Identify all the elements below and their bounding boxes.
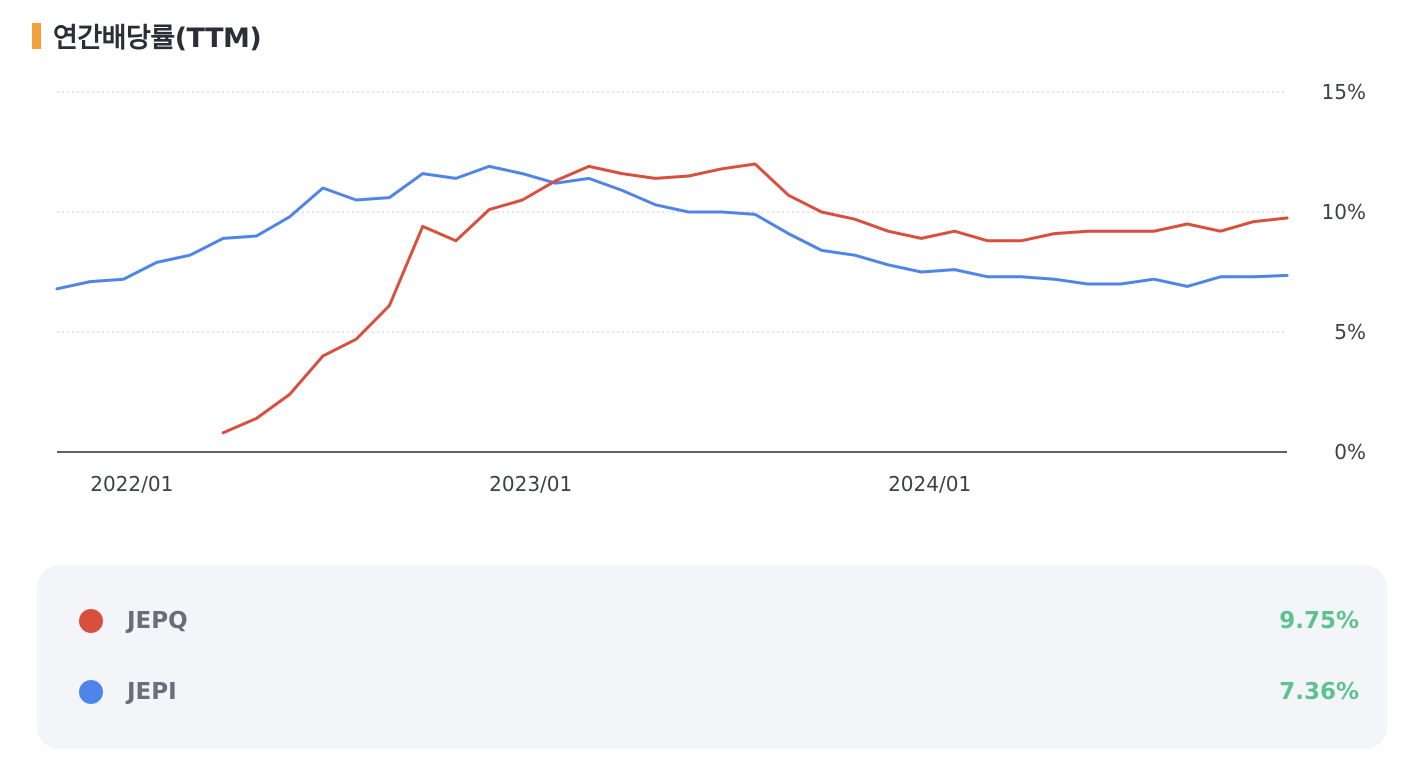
legend-row-jepi: JEPI 7.36% [37, 672, 1387, 712]
legend-panel: JEPQ 9.75% JEPI 7.36% [37, 565, 1387, 749]
y-tick-label: 5% [1334, 320, 1366, 344]
legend-name-jepi: JEPI [127, 679, 177, 705]
jepi-dot-icon [79, 680, 103, 704]
section-header: 연간배당률(TTM) [32, 16, 262, 55]
series-line-jepi [55, 164, 1289, 291]
legend-value-jepq: 9.75% [1279, 608, 1359, 634]
series-lines [55, 162, 1289, 435]
title-accent-bar [32, 22, 41, 49]
y-tick-label: 15% [1322, 80, 1366, 104]
y-tick-label: 10% [1322, 200, 1366, 224]
x-tick-label: 2022/01 [90, 472, 173, 496]
x-tick-label: 2024/01 [888, 472, 971, 496]
jepq-dot-icon [79, 609, 103, 633]
grid-lines [57, 91, 1287, 333]
legend-row-jepq: JEPQ 9.75% [37, 601, 1387, 641]
chart-title: 연간배당률(TTM) [53, 23, 262, 54]
y-tick-label: 0% [1334, 440, 1366, 464]
series-line-jepq [221, 162, 1289, 435]
axis: 15% 10% 5% 0% 2022/01 2023/01 2024/01 [57, 80, 1366, 496]
dividend-yield-chart: 15% 10% 5% 0% 2022/01 2023/01 2024/01 [55, 80, 1366, 496]
x-tick-label: 2023/01 [489, 472, 572, 496]
legend-name-jepq: JEPQ [127, 608, 188, 634]
legend-value-jepi: 7.36% [1279, 679, 1359, 705]
